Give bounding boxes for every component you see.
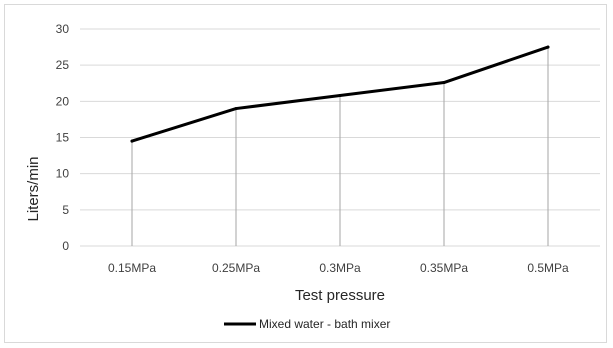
data-point (442, 81, 446, 85)
y-tick-label: 20 (56, 94, 70, 108)
y-axis-title: Liters/min (25, 156, 42, 221)
y-tick-label: 30 (56, 22, 70, 36)
drop-lines (131, 47, 549, 246)
x-tick-label: 0.35MPa (420, 261, 468, 275)
data-point (130, 139, 134, 143)
legend: Mixed water - bath mixer (224, 317, 390, 331)
x-tick-label: 0.15MPa (108, 261, 156, 275)
data-point (338, 94, 342, 98)
legend-label: Mixed water - bath mixer (259, 317, 390, 331)
x-axis-title: Test pressure (295, 287, 385, 304)
x-tick-label: 0.25MPa (212, 261, 260, 275)
y-tick-label: 0 (62, 239, 69, 253)
y-tick-label: 5 (62, 203, 69, 217)
x-axis-ticks: 0.15MPa 0.25MPa 0.3MPa 0.35MPa 0.5MPa (108, 261, 569, 275)
data-point (234, 107, 238, 111)
x-tick-label: 0.5MPa (527, 261, 569, 275)
series-layer (130, 45, 550, 143)
y-tick-label: 15 (56, 131, 70, 145)
y-axis-ticks: 0 5 10 15 20 25 30 (56, 22, 70, 253)
y-tick-label: 10 (56, 167, 70, 181)
data-point (546, 45, 550, 49)
x-tick-label: 0.3MPa (319, 261, 361, 275)
y-tick-label: 25 (56, 58, 70, 72)
